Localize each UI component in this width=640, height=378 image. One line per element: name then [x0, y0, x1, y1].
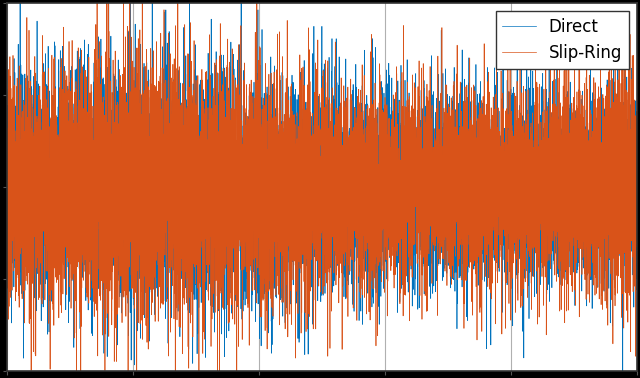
- Line: Slip-Ring: Slip-Ring: [7, 0, 637, 378]
- Direct: [600, 164, 607, 169]
- Direct: [127, 188, 134, 192]
- Direct: [29, 167, 37, 171]
- Direct: [634, 152, 640, 156]
- Slip-Ring: [6, 289, 13, 294]
- Slip-Ring: [634, 260, 640, 265]
- Slip-Ring: [600, 120, 608, 124]
- Line: Direct: Direct: [7, 0, 637, 378]
- Slip-Ring: [29, 192, 37, 197]
- Direct: [6, 222, 13, 226]
- Direct: [41, 209, 49, 213]
- Slip-Ring: [127, 125, 134, 130]
- Slip-Ring: [41, 70, 49, 74]
- Legend: Direct, Slip-Ring: Direct, Slip-Ring: [495, 11, 629, 69]
- Slip-Ring: [3, 87, 11, 91]
- Direct: [311, 152, 319, 156]
- Direct: [3, 159, 11, 164]
- Slip-Ring: [311, 245, 319, 249]
